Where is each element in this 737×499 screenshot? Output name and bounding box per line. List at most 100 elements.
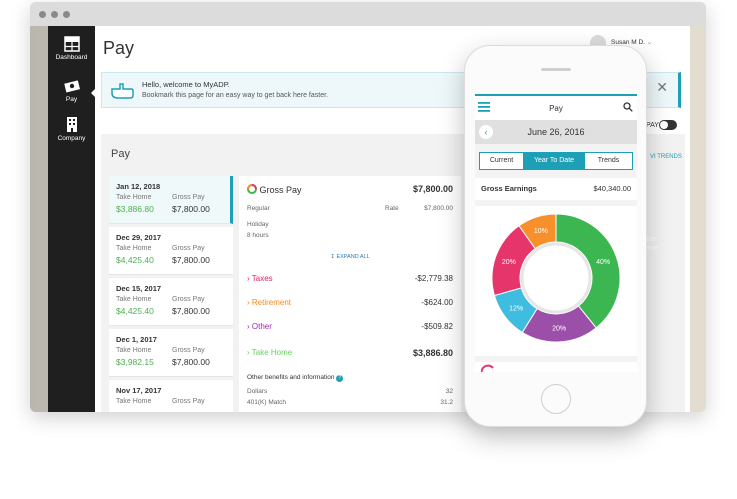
donut-slice-label: 10%	[534, 228, 548, 235]
phone-device: Pay ‹ June 26, 2016 Current Year To Date…	[464, 45, 647, 427]
take-home-label: Take Home	[116, 347, 152, 354]
take-home-label: Take Home	[116, 296, 152, 303]
pointing-hand-icon	[111, 83, 134, 99]
benefit-row: Dollars 32	[247, 388, 453, 395]
donut-slice-label: 12%	[509, 306, 523, 313]
hamburger-menu-icon[interactable]	[478, 102, 490, 112]
pay-date: Dec 1, 2017	[116, 335, 157, 344]
search-icon[interactable]	[623, 102, 633, 112]
pay-date: Jan 12, 2018	[116, 182, 161, 191]
holiday-label: Holiday	[247, 221, 269, 228]
close-icon[interactable]: ✕	[656, 79, 668, 95]
list-item[interactable]: Dec 29, 2017 Take Home Gross Pay $4,425.…	[109, 227, 233, 275]
background-slice-label: Take	[641, 236, 656, 243]
pay-date: Nov 17, 2017	[116, 386, 162, 395]
gross-pay-label: Gross Pay	[172, 347, 205, 354]
donut-slice-label: 20%	[502, 259, 516, 266]
gross-pay-label: Gross Pay	[172, 194, 205, 201]
pay-toggle-label: PAY	[646, 122, 659, 129]
chevron-down-icon: ⌄	[646, 39, 653, 46]
category-taxes[interactable]: › Taxes -$2,779.38	[247, 274, 453, 283]
take-home-value: $3,886.80	[116, 204, 154, 214]
phone-date-bar: ‹ June 26, 2016	[475, 120, 637, 144]
browser-titlebar	[30, 2, 706, 26]
dashboard-icon	[63, 36, 80, 52]
donut-slice-label: 20%	[552, 325, 566, 332]
category-value: -$2,779.38	[414, 274, 453, 283]
pay-statement-list: Jan 12, 2018 Take Home Gross Pay $3,886.…	[109, 176, 233, 412]
donut-slice[interactable]	[518, 213, 557, 250]
tab-trends[interactable]: Trends	[597, 157, 620, 164]
list-item[interactable]: Dec 1, 2017 Take Home Gross Pay $3,982.1…	[109, 329, 233, 377]
gross-pay-label: Gross Pay	[172, 398, 205, 405]
pie-icon	[481, 364, 494, 372]
regular-label: Regular	[247, 205, 270, 212]
user-name: Susan M D.	[611, 39, 645, 46]
sidebar-item-label: Dashboard	[55, 54, 88, 61]
chevron-right-icon: ›	[247, 348, 250, 357]
sidebar-item-label: Company	[57, 135, 86, 142]
gross-pay-label: Gross Pay	[172, 296, 205, 303]
list-item[interactable]: Dec 15, 2017 Take Home Gross Pay $4,425.…	[109, 278, 233, 326]
phone-title: Pay	[549, 104, 563, 113]
tab-current[interactable]: Current	[489, 157, 514, 164]
user-menu[interactable]: Susan M D. ⌄	[611, 38, 652, 46]
home-button[interactable]	[541, 384, 571, 414]
list-item[interactable]: Nov 17, 2017 Take Home Gross Pay	[109, 380, 233, 412]
category-label: Taxes	[251, 274, 273, 283]
gross-pay-value: $7,800.00	[172, 204, 210, 214]
sidebar-item-pay[interactable]: Pay	[48, 72, 96, 112]
tab-year-to-date[interactable]: Year To Date	[523, 153, 585, 169]
category-take-home[interactable]: › Take Home $3,886.80	[247, 348, 453, 358]
gross-pay-label: Gross Pay	[172, 245, 205, 252]
donut-chart: 40% 20% 12% 20% 10%	[475, 206, 637, 356]
phone-date: June 26, 2016	[527, 127, 585, 137]
money-icon	[63, 80, 80, 93]
holiday-hours: 8 hours	[247, 232, 269, 239]
benefit-value: 31.2	[440, 399, 453, 406]
category-other[interactable]: › Other -$509.82	[247, 322, 453, 331]
gross-earnings-label: Gross Earnings	[481, 184, 537, 193]
expand-all-label: EXPAND ALL	[336, 254, 370, 260]
pay-detail: Gross Pay $7,800.00 Regular Rate $7,800.…	[239, 176, 461, 412]
donut-slice-label: 40%	[596, 259, 610, 266]
take-home-label: Take Home	[116, 194, 152, 201]
sidebar-item-dashboard[interactable]: Dashboard	[48, 30, 95, 70]
donut-hole	[520, 242, 592, 314]
expand-all-button[interactable]: ↧ EXPAND ALL	[239, 254, 461, 260]
gross-pay-label: Gross Pay	[259, 185, 302, 195]
chevron-left-icon[interactable]: ‹	[479, 125, 493, 139]
take-home-label: Take Home	[116, 398, 152, 405]
other-benefits-header: Other benefits and information ?	[247, 374, 453, 382]
category-value: -$624.00	[421, 298, 453, 307]
gross-pay-value: $7,800.00	[412, 184, 453, 194]
page-title: Pay	[103, 38, 135, 58]
gross-pay-value: $7,800.00	[172, 255, 210, 265]
sidebar-item-company[interactable]: Company	[48, 110, 95, 150]
take-home-value: $3,982.15	[116, 357, 154, 367]
trends-link[interactable]: VI TRENDS	[650, 154, 682, 160]
category-label: Take Home	[251, 348, 293, 357]
category-value: -$509.82	[421, 322, 453, 331]
donut-slice[interactable]	[555, 213, 621, 329]
info-icon[interactable]: ?	[336, 375, 344, 382]
window-dot-icon[interactable]	[39, 11, 46, 18]
category-value: $3,886.80	[412, 348, 453, 358]
gross-earnings-value: $40,340.00	[593, 184, 631, 193]
benefit-label: Dollars	[247, 388, 268, 395]
take-home-value: $4,425.40	[116, 306, 154, 316]
category-retirement[interactable]: › Retirement -$624.00	[247, 298, 453, 307]
benefit-row: 401(K) Match 31.2	[247, 399, 453, 406]
window-dot-icon[interactable]	[51, 11, 58, 18]
banner-title: Hello, welcome to MyADP.	[142, 80, 230, 89]
rate-label: Rate	[385, 205, 399, 212]
sidebar: Dashboard Pay	[48, 26, 96, 412]
pay-toggle[interactable]	[659, 120, 677, 130]
chevron-right-icon: ›	[247, 298, 250, 307]
window-dot-icon[interactable]	[63, 11, 70, 18]
other-benefits-label: Other benefits and information	[247, 374, 335, 381]
benefit-label: 401(K) Match	[247, 399, 287, 406]
chevron-right-icon: ›	[247, 322, 250, 331]
list-item[interactable]: Jan 12, 2018 Take Home Gross Pay $3,886.…	[109, 176, 233, 224]
